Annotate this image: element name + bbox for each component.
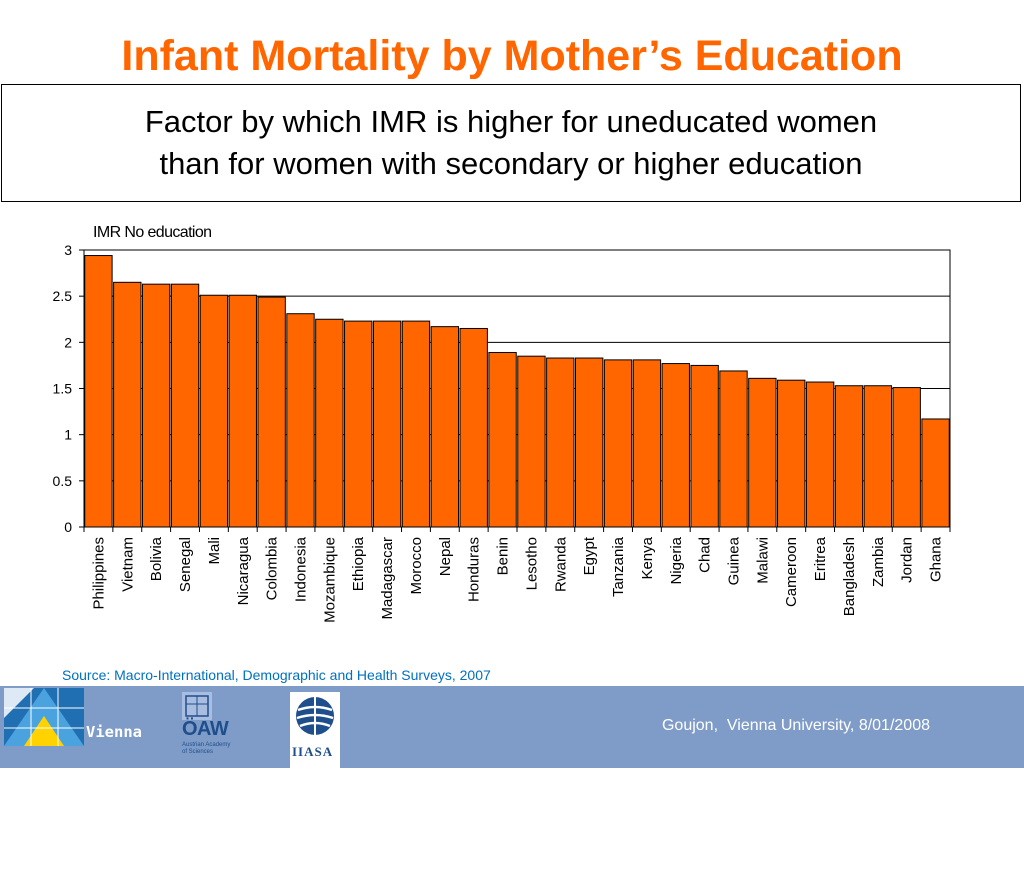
x-tick-label: Bolivia (148, 536, 165, 581)
x-tick-label: Mali (206, 537, 223, 565)
bar (546, 357, 575, 528)
x-tick-label: Nepal (437, 537, 454, 576)
oaw-logo-name: ÖAW (182, 718, 229, 740)
vienna-institute-of-demography-logo: Vienna Institute of Demography (4, 688, 198, 836)
x-tick-label: Rwanda (552, 536, 569, 592)
bar (315, 318, 344, 528)
bar (719, 370, 748, 528)
footer-bar: Vienna Institute of Demography ÖAW Austr… (0, 686, 1024, 836)
source-note: Source: Macro-International, Demographic… (62, 667, 491, 683)
x-tick-label: Egypt (581, 536, 598, 575)
bar (805, 381, 835, 528)
x-tick-label: Chad (697, 537, 714, 573)
x-tick-label: Ghana (928, 536, 945, 582)
x-tick-label: Kenya (639, 536, 656, 579)
x-tick-label: Jordan (899, 537, 916, 583)
bar (892, 387, 921, 528)
bar (748, 377, 777, 528)
bar (401, 320, 431, 528)
x-tick-label: Madagascar (379, 537, 396, 620)
bar (632, 359, 662, 528)
y-tick-label: 0.5 (53, 473, 73, 489)
x-tick-label: Colombia (264, 536, 281, 600)
bar (141, 283, 171, 528)
subtitle-line-2: than for women with secondary or higher … (159, 146, 863, 181)
iiasa-logo: IIASA (290, 692, 340, 768)
bar (603, 359, 633, 528)
x-tick-label: Bangladesh (841, 537, 858, 616)
y-tick-label: 3 (64, 242, 72, 258)
bar (228, 294, 257, 528)
bar (286, 313, 315, 528)
bar (517, 355, 546, 528)
iiasa-logo-name: IIASA (292, 744, 334, 759)
oaw-crest-icon (182, 692, 212, 720)
bar (921, 418, 950, 528)
bar (344, 320, 373, 528)
x-tick-label: Ethiopia (350, 536, 367, 591)
oaw-logo-subtitle: Austrian Academy of Sciences (182, 742, 231, 755)
x-tick-label: Philippines (90, 537, 107, 610)
x-tick-label: Vietnam (119, 537, 136, 592)
bar (690, 364, 719, 528)
x-tick-label: Zambia (870, 536, 887, 587)
slide-title: Infant Mortality by Mother’s Education (121, 32, 903, 80)
bar (372, 320, 402, 528)
vid-logo-line-3: Demography (86, 819, 180, 837)
bar (84, 255, 113, 528)
x-tick-label: Benin (495, 537, 512, 575)
x-tick-label: Nigeria (668, 536, 685, 584)
bar (834, 385, 864, 528)
subtitle-box: Factor by which IMR is higher for uneduc… (1, 84, 1021, 202)
x-tick-label: Guinea (726, 536, 743, 585)
bar (430, 326, 460, 528)
vid-logo-line-2: Institute of (86, 771, 198, 789)
x-tick-label: Senegal (177, 537, 194, 592)
bar-chart: 0 0.5 1 1.5 2 2.5 3 IMR No education Philippines… (53, 224, 951, 623)
bar (863, 385, 893, 528)
vid-logo-mark-icon (4, 688, 84, 746)
y-tick-label: 1.5 (53, 381, 73, 397)
chart-title: IMR No education (93, 224, 211, 241)
bar (488, 351, 517, 528)
y-tick-label: 0 (64, 519, 72, 535)
bar (257, 296, 286, 528)
subtitle-line-1: Factor by which IMR is higher for uneduc… (144, 104, 878, 139)
bar (574, 357, 604, 528)
oaw-logo: ÖAW Austrian Academy of Sciences (176, 692, 236, 758)
x-tick-label: Malawi (754, 537, 771, 584)
vid-logo-line-1: Vienna (86, 723, 142, 741)
x-tick-label: Mozambique (321, 537, 338, 623)
iiasa-globe-icon (296, 697, 334, 735)
bar (113, 281, 142, 528)
bar (170, 283, 200, 528)
bar (199, 294, 229, 528)
bar (777, 379, 806, 528)
y-tick-label: 2 (64, 334, 72, 350)
y-tick-label: 2.5 (53, 288, 73, 304)
x-tick-label: Lesotho (523, 537, 540, 590)
bar (661, 363, 690, 528)
x-tick-label: Cameroon (783, 537, 800, 607)
bar (459, 327, 488, 528)
x-tick-label: Nicaragua (235, 536, 252, 605)
footer-text: Goujon, Vienna University, 8/01/2008 (661, 717, 930, 734)
x-tick-label: Morocco (408, 537, 425, 595)
x-tick-label: Indonesia (293, 536, 310, 602)
x-tick-label: Tanzania (610, 536, 627, 597)
x-tick-label: Eritrea (812, 536, 829, 581)
x-tick-label: Honduras (466, 537, 483, 602)
y-tick-label: 1 (64, 427, 72, 443)
